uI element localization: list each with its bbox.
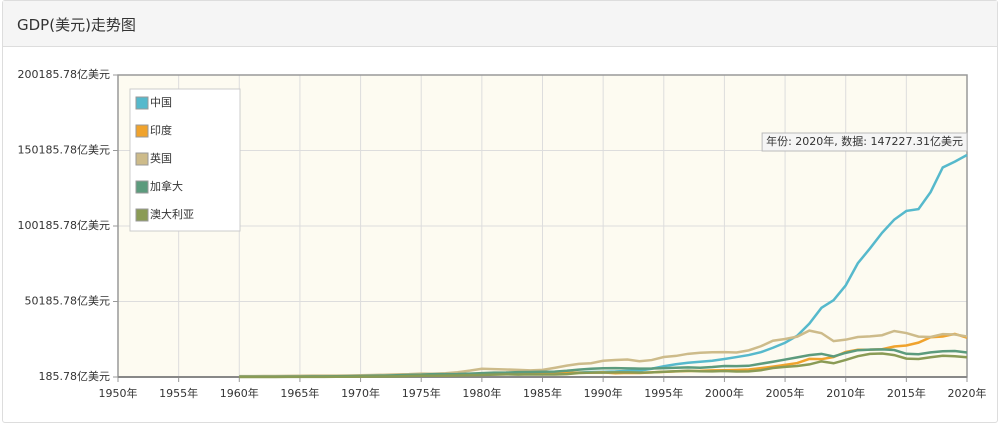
y-tick-label: 100185.78亿美元: [18, 219, 111, 232]
chart-title: GDP(美元)走势图: [17, 16, 136, 34]
x-tick-label: 1955年: [159, 386, 198, 400]
tooltip-text: 年份: 2020年, 数据: 147227.31亿美元: [766, 134, 963, 148]
tooltip: 年份: 2020年, 数据: 147227.31亿美元: [761, 132, 968, 152]
x-tick-label: 1985年: [523, 386, 562, 400]
x-tick-label: 1975年: [402, 386, 441, 400]
legend-swatch: [135, 96, 149, 110]
x-tick-label: 1980年: [462, 386, 501, 400]
x-tick-label: 1970年: [341, 386, 380, 400]
legend-swatch: [135, 180, 149, 194]
panel-header: GDP(美元)走势图: [3, 1, 997, 47]
legend-label: 印度: [150, 123, 172, 137]
y-tick-label: 150185.78亿美元: [18, 144, 111, 157]
legend-swatch: [135, 208, 149, 222]
y-tick-label: 50185.78亿美元: [25, 295, 111, 308]
y-tick-label: 200185.78亿美元: [18, 68, 111, 81]
x-tick-label: 1960年: [220, 386, 259, 400]
x-tick-label: 1950年: [99, 386, 138, 400]
legend-swatch: [135, 152, 149, 166]
x-tick-label: 2020年: [948, 386, 987, 400]
legend-label: 英国: [150, 151, 172, 165]
x-tick-label: 1965年: [280, 386, 319, 400]
line-series: [239, 352, 968, 379]
y-tick-label: 185.78亿美元: [39, 370, 111, 383]
x-tick-label: 2015年: [887, 386, 926, 400]
x-tick-label: 1995年: [644, 386, 683, 400]
legend-label: 加拿大: [150, 179, 183, 193]
legend-label: 中国: [150, 96, 172, 109]
legend-swatch: [135, 124, 149, 138]
x-tick-label: 2005年: [766, 386, 805, 400]
x-tick-label: 2000年: [705, 386, 744, 400]
legend-label: 澳大利亚: [150, 207, 194, 221]
x-tick-label: 1990年: [584, 386, 623, 400]
x-tick-label: 2010年: [826, 386, 865, 400]
tooltip-box: [761, 132, 968, 152]
